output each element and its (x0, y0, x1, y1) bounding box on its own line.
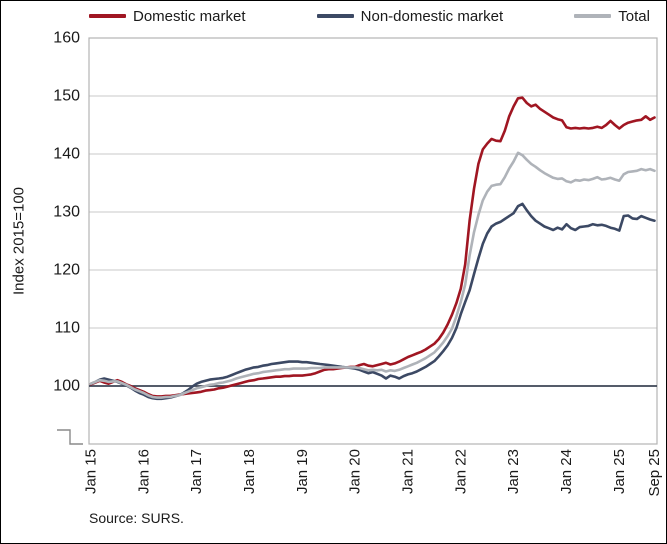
x-tick-label: Jan 24 (558, 449, 575, 494)
chart-legend: Domestic market Non-domestic market Tota… (89, 6, 650, 26)
x-tick-label: Jan 18 (241, 449, 258, 494)
x-tick-label: Jan 23 (505, 449, 522, 494)
x-tick-label: Jan 25 (611, 449, 628, 494)
x-tick-label: Jan 20 (347, 449, 364, 494)
legend-item-domestic: Domestic market (89, 8, 246, 25)
x-tick-label: Jan 21 (400, 449, 417, 494)
axis-break-icon (57, 429, 83, 445)
y-tick-label-150: 150 (53, 88, 80, 105)
x-tick-label: Jan 16 (135, 449, 152, 494)
legend-line-swatch-total (574, 14, 612, 18)
legend-label-domestic: Domestic market (133, 7, 246, 25)
x-tick-label: Jan 22 (452, 449, 469, 494)
plot-border (88, 37, 658, 445)
y-tick-label-120: 120 (53, 262, 80, 279)
series-line-domestic (89, 96, 656, 398)
y-tick-label-160: 160 (53, 30, 80, 47)
x-tick-label: Jan 19 (294, 449, 311, 494)
x-tick-label: Jan 15 (83, 449, 100, 494)
legend-label-total: Total (618, 7, 650, 25)
y-tick-label-100: 100 (53, 378, 80, 395)
legend-line-swatch-non-domestic (316, 14, 354, 18)
legend-line-swatch-domestic (89, 14, 126, 18)
y-tick-label-130: 130 (53, 204, 80, 221)
y-tick-label-140: 140 (53, 146, 80, 163)
legend-label-non-domestic: Non-domestic market (360, 7, 504, 25)
legend-item-total: Total (574, 8, 650, 25)
legend-item-non-domestic: Non-domestic market (316, 7, 504, 25)
source-note: Source: SURS. (89, 510, 184, 526)
x-tick-label: Jan 17 (188, 449, 205, 494)
x-tick-label: Sep 25 (646, 449, 663, 497)
y-tick-label-110: 110 (54, 320, 80, 337)
series-line-total (89, 151, 656, 399)
